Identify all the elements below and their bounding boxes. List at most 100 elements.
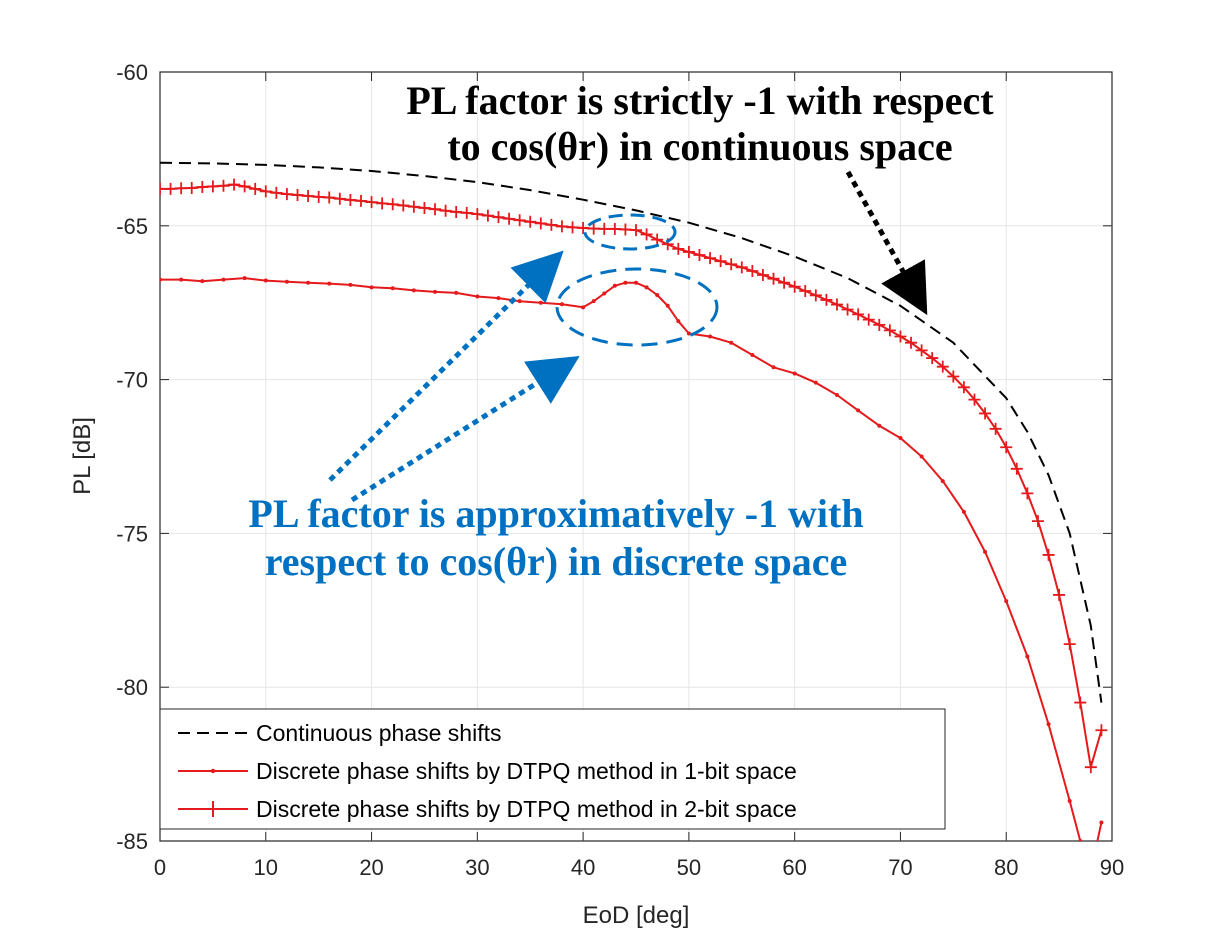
- data-point-2bit: [936, 360, 949, 373]
- data-point-2bit: [809, 289, 822, 302]
- data-point-2bit: [640, 228, 653, 241]
- legend-label-2bit[interactable]: Discrete phase shifts by DTPQ method in …: [256, 796, 797, 822]
- data-point-2bit: [376, 197, 389, 210]
- data-point-2bit: [481, 209, 494, 222]
- data-point-2bit: [196, 181, 209, 194]
- annotation-continuous-line1: PL factor is strictly -1 with respect: [406, 78, 994, 123]
- ellipse-lower: [555, 267, 719, 347]
- data-point-2bit: [651, 233, 664, 246]
- x-axis-label: EoD [deg]: [583, 902, 690, 929]
- y-tick-label: -75: [116, 521, 148, 546]
- data-point-2bit: [968, 393, 981, 406]
- data-point-1bit: [1025, 654, 1030, 659]
- data-point-2bit: [693, 249, 706, 262]
- annotation-continuous-line2: to cos(θr) in continuous space: [447, 124, 952, 169]
- x-tick-label: 30: [465, 855, 489, 880]
- data-point-2bit: [1031, 515, 1044, 528]
- data-point-1bit: [877, 423, 882, 428]
- data-point-1bit: [940, 479, 945, 484]
- data-point-1bit: [729, 340, 734, 345]
- ellipse-upper: [583, 213, 677, 251]
- data-point-2bit: [799, 285, 812, 298]
- y-tick-labels: -60 -65 -70 -75 -80 -85: [116, 60, 148, 854]
- x-tick-labels: 0 10 20 30 40 50 60 70 80 90: [154, 855, 1124, 880]
- data-point-1bit: [612, 283, 617, 288]
- data-point-2bit: [598, 222, 611, 235]
- data-point-1bit: [348, 282, 353, 287]
- data-point-2bit: [503, 212, 516, 225]
- data-point-1bit: [750, 352, 755, 357]
- data-point-2bit: [630, 224, 642, 237]
- data-point-1bit: [708, 334, 713, 339]
- data-point-2bit: [185, 181, 198, 194]
- data-point-1bit: [602, 291, 607, 296]
- legend-box: [159, 708, 946, 830]
- arrow-discrete-upper: [328, 250, 564, 482]
- legend-marker-1bit: [210, 768, 216, 774]
- data-point-1bit: [983, 549, 988, 554]
- data-point-2bit: [1063, 638, 1076, 651]
- data-point-2bit: [534, 217, 547, 230]
- data-point-1bit: [1078, 839, 1083, 841]
- data-point-1bit: [676, 319, 681, 324]
- x-tick-label: 10: [254, 855, 278, 880]
- data-point-2bit: [1095, 724, 1108, 737]
- data-point-2bit: [259, 185, 272, 198]
- data-point-2bit: [407, 200, 420, 213]
- data-point-2bit: [397, 199, 410, 212]
- data-point-1bit: [655, 293, 660, 298]
- data-point-2bit: [577, 221, 590, 234]
- data-point-2bit: [429, 203, 442, 216]
- data-point-1bit: [200, 279, 205, 284]
- data-point-2bit: [238, 180, 251, 193]
- data-point-1bit: [263, 278, 268, 283]
- data-point-2bit: [160, 182, 166, 195]
- x-tick-label: 20: [359, 855, 383, 880]
- x-tick-label: 90: [1100, 855, 1124, 880]
- data-point-1bit: [433, 289, 438, 294]
- data-point-2bit: [228, 178, 241, 191]
- data-point-1bit: [771, 365, 776, 370]
- legend: Continuous phase shifts Discrete phase s…: [159, 708, 946, 830]
- data-point-2bit: [756, 269, 769, 282]
- data-point-2bit: [682, 245, 695, 258]
- data-point-1bit: [454, 290, 459, 295]
- y-tick-label: -65: [116, 214, 148, 239]
- data-point-2bit: [418, 201, 431, 214]
- data-point-1bit: [856, 408, 861, 413]
- data-point-2bit: [1074, 696, 1087, 709]
- data-point-1bit: [475, 294, 480, 299]
- data-point-2bit: [862, 313, 875, 326]
- data-point-2bit: [852, 308, 865, 321]
- x-tick-label: 0: [154, 855, 166, 880]
- x-tick-label: 80: [994, 855, 1018, 880]
- data-point-2bit: [280, 188, 293, 201]
- y-tick-label: -70: [116, 368, 148, 393]
- x-tick-label: 60: [782, 855, 806, 880]
- data-point-2bit: [841, 303, 854, 316]
- data-point-2bit: [788, 280, 801, 293]
- data-point-1bit: [898, 436, 903, 441]
- series-line-1: [160, 277, 1103, 841]
- y-tick-label: -85: [116, 829, 148, 854]
- data-point-1bit: [1099, 820, 1104, 825]
- data-point-2bit: [672, 242, 685, 255]
- data-point-1bit: [919, 454, 924, 459]
- x-tick-label: 70: [888, 855, 912, 880]
- y-tick-label: -60: [116, 60, 148, 85]
- data-point-1bit: [623, 280, 628, 285]
- data-point-2bit: [1042, 548, 1055, 561]
- data-point-1bit: [411, 288, 416, 293]
- data-point-2bit: [608, 222, 621, 235]
- legend-label-continuous[interactable]: Continuous phase shifts: [256, 720, 502, 746]
- data-point-2bit: [704, 252, 717, 265]
- arrow-discrete-lower: [350, 355, 580, 503]
- data-point-2bit: [619, 223, 632, 236]
- data-point-2bit: [735, 261, 748, 274]
- ticks: [159, 71, 1113, 842]
- data-point-1bit: [284, 279, 289, 284]
- annotation-discrete-line2: respect to cos(θr) in discrete space: [265, 539, 848, 584]
- data-point-2bit: [164, 182, 177, 195]
- legend-label-1bit[interactable]: Discrete phase shifts by DTPQ method in …: [256, 758, 797, 784]
